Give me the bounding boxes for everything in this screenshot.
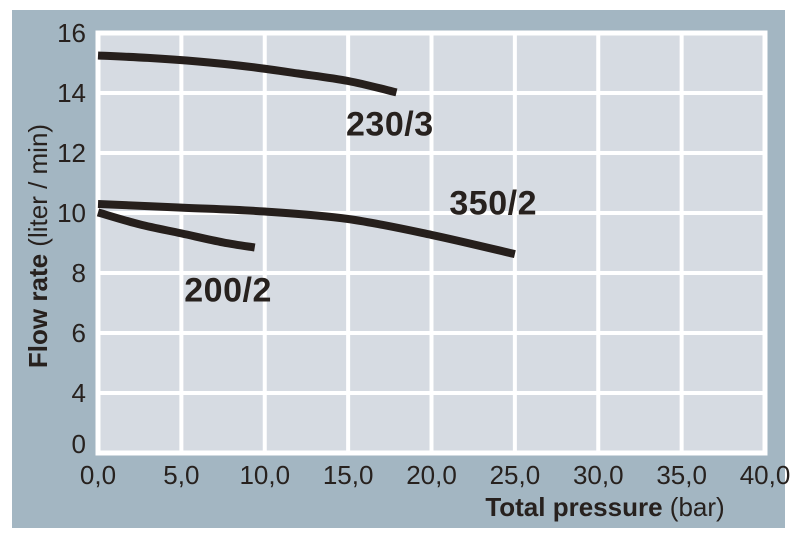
curve-350-2 — [97, 200, 516, 258]
x-tick-label: 15,0 — [322, 460, 374, 490]
y-tick-label: 6 — [71, 318, 86, 348]
x-tick-label: 40,0 — [739, 460, 791, 490]
curve-label-350-2: 350/2 — [449, 184, 537, 223]
curve-230-3 — [97, 51, 398, 97]
x-tick-label: 30,0 — [572, 460, 624, 490]
y-axis-title-unit: (liter / min) — [23, 123, 53, 254]
y-tick-label: 8 — [71, 258, 86, 288]
y-axis-title: Flow rate (liter / min) — [23, 123, 53, 369]
y-tick-label: 12 — [57, 138, 86, 168]
x-axis-title-unit: (bar) — [662, 492, 725, 522]
y-tick-label: 4 — [71, 378, 86, 408]
y-tick-label: 14 — [57, 78, 86, 108]
chart-panel: 16 14 12 10 8 6 4 0 0,0 5,0 10,0 15,0 20,0 25,0 30,0 3… — [12, 10, 790, 528]
x-axis-title-main: Total pressure — [485, 492, 663, 522]
x-tick-label: 0,0 — [79, 460, 117, 490]
x-tick-label: 20,0 — [406, 460, 457, 490]
y-axis-title-main: Flow rate — [23, 253, 53, 369]
curve-200-2 — [96, 208, 256, 252]
curve-label-230-3: 230/3 — [346, 105, 434, 143]
x-axis-title: Total pressure (bar) — [405, 494, 800, 520]
y-tick-label: 0 — [71, 429, 86, 459]
curve-label-200-2: 200/2 — [184, 271, 272, 310]
x-tick-label: 10,0 — [239, 460, 291, 490]
x-tick-label: 25,0 — [489, 460, 541, 490]
chart-canvas — [95, 30, 768, 456]
plot-border — [95, 30, 768, 456]
y-tick-label: 10 — [57, 198, 86, 228]
y-tick-label: 16 — [57, 18, 86, 48]
x-tick-label: 35,0 — [656, 460, 707, 490]
x-tick-label: 5,0 — [163, 460, 200, 490]
